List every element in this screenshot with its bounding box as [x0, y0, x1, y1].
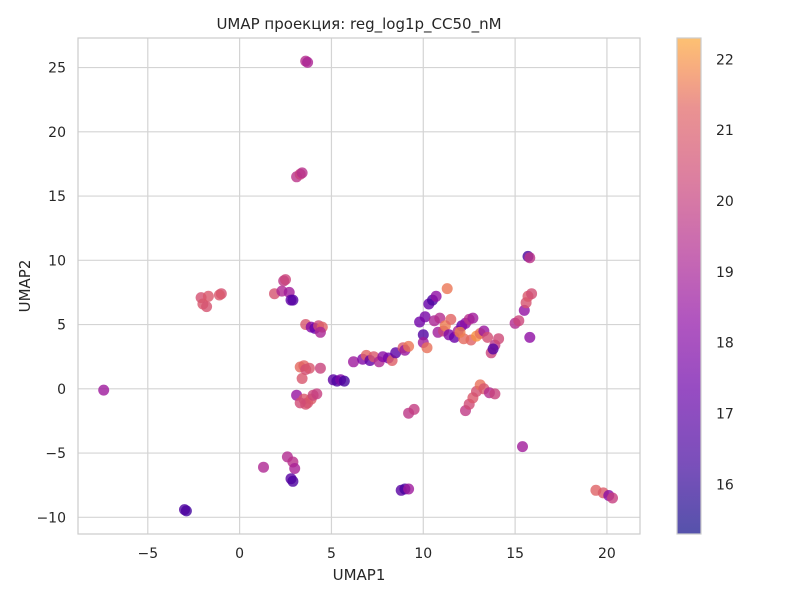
plot-area	[78, 38, 640, 534]
scatter-point	[487, 343, 499, 355]
scatter-point	[338, 375, 350, 387]
x-tick-label: 20	[598, 546, 616, 562]
scatter-point	[454, 326, 466, 338]
y-tick-label: 25	[48, 61, 66, 77]
y-tick-label: −10	[36, 510, 66, 526]
y-tick-label: 0	[57, 382, 66, 398]
colorbar-tick-label: 16	[716, 477, 734, 493]
colorbar-tick-label: 20	[716, 194, 734, 210]
y-tick-label: 10	[48, 253, 66, 269]
scatter-point	[202, 290, 214, 302]
x-tick-label: 10	[414, 546, 432, 562]
colorbar-tick-label: 21	[716, 123, 734, 139]
scatter-point	[524, 252, 536, 264]
scatter-point	[467, 312, 479, 324]
scatter-point	[524, 331, 536, 343]
scatter-point	[289, 463, 301, 474]
scatter-point	[482, 331, 494, 343]
scatter-point	[213, 289, 225, 301]
x-axis-label: UMAP1	[333, 566, 386, 584]
scatter-point	[296, 373, 308, 384]
scatter-point	[294, 397, 306, 409]
scatter-point	[607, 492, 618, 504]
scatter-point	[445, 313, 457, 325]
scatter-point	[493, 333, 505, 345]
scatter-point	[513, 315, 525, 327]
scatter-point	[280, 274, 291, 286]
scatter-point	[408, 403, 420, 415]
scatter-point	[314, 326, 326, 338]
y-tick-label: 20	[48, 125, 66, 141]
colorbar-frame	[676, 37, 702, 535]
colorbar-tick-label: 17	[716, 407, 734, 423]
y-tick-label: −5	[45, 446, 66, 462]
scatter-point	[419, 311, 431, 323]
scatter-point	[303, 362, 315, 374]
y-tick-label: 15	[48, 189, 66, 205]
scatter-point	[287, 294, 299, 306]
scatter-point	[403, 340, 415, 352]
scatter-point	[201, 301, 213, 313]
points-layer	[98, 55, 618, 517]
scatter-point	[302, 56, 314, 68]
colorbar-gradient	[677, 38, 701, 534]
scatter-point	[287, 475, 299, 487]
y-tick-label: 5	[57, 318, 66, 334]
scatter-point	[403, 483, 415, 495]
x-tick-label: 0	[235, 546, 244, 562]
scatter-point	[526, 288, 538, 300]
colorbar-tick-label: 18	[716, 336, 734, 352]
scatter-point	[430, 290, 442, 302]
scatter-point	[179, 504, 190, 516]
x-tick-label: 15	[506, 546, 524, 562]
scatter-point	[517, 441, 528, 453]
grid-layer	[78, 38, 640, 534]
x-tick-label: 5	[327, 546, 336, 562]
plot-frame	[77, 37, 641, 535]
scatter-point	[314, 362, 326, 374]
scatter-point	[421, 342, 433, 354]
tick-labels: −5 0 5 10 15 20 −10 −5 0 5 10 15 20 25	[36, 61, 615, 562]
colorbar-tick-label: 19	[716, 265, 734, 281]
scatter-point	[489, 388, 501, 400]
scatter-point	[434, 312, 446, 324]
scatter-point	[348, 356, 359, 368]
chart-title: UMAP проекция: reg_log1p_CC50_nM	[216, 15, 501, 34]
colorbar-ticks: 16 17 18 19 20 21 22	[716, 52, 734, 493]
colorbar: 16 17 18 19 20 21 22	[676, 37, 734, 535]
x-tick-label: −5	[137, 546, 158, 562]
scatter-point	[441, 283, 453, 295]
scatter-point	[311, 388, 323, 400]
colorbar-tick-label: 22	[716, 52, 734, 68]
y-axis-label: UMAP2	[16, 260, 34, 313]
scatter-point	[258, 461, 269, 473]
scatter-point	[296, 167, 308, 179]
scatter-point	[98, 384, 110, 396]
scatter-point	[417, 329, 429, 341]
